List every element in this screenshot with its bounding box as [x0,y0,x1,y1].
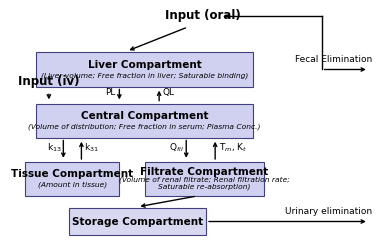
Text: Storage Compartment: Storage Compartment [72,216,203,227]
Bar [69,208,206,235]
Text: (Volume of renal filtrate; Renal filtration rate;: (Volume of renal filtrate; Renal filtrat… [119,177,290,184]
Text: PL: PL [105,88,115,97]
Text: Central Compartment: Central Compartment [81,111,208,121]
Text: Tissue Compartment: Tissue Compartment [11,169,133,179]
Bar [145,162,264,196]
Text: QL: QL [162,88,174,97]
Text: Filtrate Compartment: Filtrate Compartment [140,167,269,177]
Text: Fecal Elimination: Fecal Elimination [295,55,372,64]
Bar [36,52,253,87]
Text: Input (iv): Input (iv) [18,75,80,88]
Text: Input (oral): Input (oral) [165,10,240,22]
Text: (Liver volume; Free fraction in liver; Saturable binding): (Liver volume; Free fraction in liver; S… [41,72,248,79]
Text: Liver Compartment: Liver Compartment [88,60,202,70]
Text: Saturable re-absorption): Saturable re-absorption) [158,183,250,189]
Text: (Volume of distribution; Free fraction in serum; Plasma Conc.): (Volume of distribution; Free fraction i… [29,123,261,130]
Text: Urinary elimination: Urinary elimination [285,207,372,216]
Text: T$_m$, K$_t$: T$_m$, K$_t$ [219,141,247,154]
Text: k$_{31}$: k$_{31}$ [84,141,99,154]
Bar [36,104,253,138]
Text: Q$_{fil}$: Q$_{fil}$ [169,141,184,154]
Text: (Amount in tissue): (Amount in tissue) [38,182,107,188]
Text: k$_{13}$: k$_{13}$ [47,141,62,154]
Bar [26,162,119,196]
